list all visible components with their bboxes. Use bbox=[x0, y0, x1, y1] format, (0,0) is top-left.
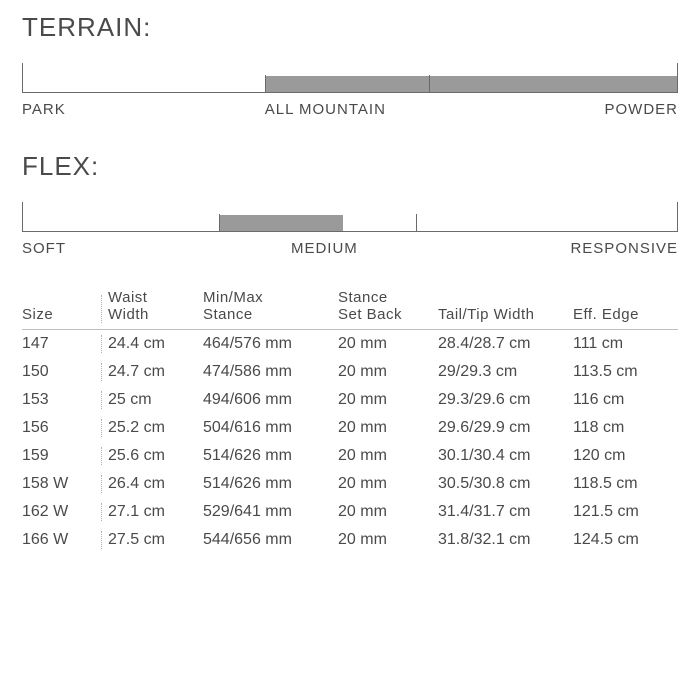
cell-tailtip: 31.4/31.7 cm bbox=[432, 503, 567, 521]
cell-size: 158 W bbox=[22, 475, 102, 493]
cell-setback: 20 mm bbox=[332, 531, 432, 549]
cell-edge: 124.5 cm bbox=[567, 531, 667, 549]
size-table: SizeWaist WidthMin/Max StanceStance Set … bbox=[22, 290, 678, 554]
flex-labels: SOFT MEDIUM RESPONSIVE bbox=[22, 240, 678, 262]
cell-stance: 474/586 mm bbox=[197, 363, 332, 381]
cell-edge: 111 cm bbox=[567, 335, 667, 353]
flex-title: FLEX: bbox=[22, 151, 678, 182]
cell-tailtip: 29/29.3 cm bbox=[432, 363, 567, 381]
cell-waist: 24.4 cm bbox=[102, 335, 197, 353]
flex-section: FLEX: SOFT MEDIUM RESPONSIVE bbox=[22, 151, 678, 262]
column-header-stance: Min/Max Stance bbox=[197, 290, 332, 323]
cell-tailtip: 31.8/32.1 cm bbox=[432, 531, 567, 549]
gauge-tick bbox=[416, 214, 417, 232]
flex-label-left: SOFT bbox=[22, 240, 66, 257]
cell-edge: 116 cm bbox=[567, 391, 667, 409]
cell-edge: 121.5 cm bbox=[567, 503, 667, 521]
gauge-tick bbox=[429, 75, 430, 93]
flex-gauge bbox=[22, 200, 678, 232]
table-row: 158 W26.4 cm514/626 mm20 mm30.5/30.8 cm1… bbox=[22, 470, 678, 498]
cell-setback: 20 mm bbox=[332, 475, 432, 493]
flex-label-mid: MEDIUM bbox=[291, 240, 358, 257]
cell-tailtip: 29.6/29.9 cm bbox=[432, 419, 567, 437]
flex-fill bbox=[219, 215, 344, 231]
terrain-gauge bbox=[22, 61, 678, 93]
flex-label-right: RESPONSIVE bbox=[570, 240, 678, 257]
table-row: 15325 cm494/606 mm20 mm29.3/29.6 cm116 c… bbox=[22, 386, 678, 414]
cell-setback: 20 mm bbox=[332, 363, 432, 381]
cell-stance: 544/656 mm bbox=[197, 531, 332, 549]
cell-stance: 504/616 mm bbox=[197, 419, 332, 437]
table-body: 14724.4 cm464/576 mm20 mm28.4/28.7 cm111… bbox=[22, 330, 678, 554]
flex-baseline bbox=[22, 231, 678, 232]
terrain-title: TERRAIN: bbox=[22, 12, 678, 43]
cell-waist: 25.2 cm bbox=[102, 419, 197, 437]
column-header-tailtip: Tail/Tip Width bbox=[432, 307, 567, 324]
column-header-size: Size bbox=[22, 295, 102, 324]
terrain-fill bbox=[265, 76, 678, 92]
table-row: 166 W27.5 cm544/656 mm20 mm31.8/32.1 cm1… bbox=[22, 526, 678, 554]
cell-waist: 27.1 cm bbox=[102, 503, 197, 521]
terrain-section: TERRAIN: PARK ALL MOUNTAIN POWDER bbox=[22, 12, 678, 123]
terrain-label-left: PARK bbox=[22, 101, 66, 118]
table-row: 162 W27.1 cm529/641 mm20 mm31.4/31.7 cm1… bbox=[22, 498, 678, 526]
table-header-row: SizeWaist WidthMin/Max StanceStance Set … bbox=[22, 290, 678, 330]
gauge-tick bbox=[22, 202, 23, 232]
cell-setback: 20 mm bbox=[332, 419, 432, 437]
table-row: 15024.7 cm474/586 mm20 mm29/29.3 cm113.5… bbox=[22, 358, 678, 386]
terrain-labels: PARK ALL MOUNTAIN POWDER bbox=[22, 101, 678, 123]
gauge-tick bbox=[22, 63, 23, 93]
table-row: 15925.6 cm514/626 mm20 mm30.1/30.4 cm120… bbox=[22, 442, 678, 470]
cell-setback: 20 mm bbox=[332, 447, 432, 465]
gauge-tick bbox=[677, 63, 678, 93]
cell-edge: 120 cm bbox=[567, 447, 667, 465]
cell-size: 156 bbox=[22, 419, 102, 437]
gauge-tick bbox=[677, 202, 678, 232]
cell-setback: 20 mm bbox=[332, 335, 432, 353]
cell-setback: 20 mm bbox=[332, 503, 432, 521]
terrain-baseline bbox=[22, 92, 678, 93]
cell-size: 153 bbox=[22, 391, 102, 409]
cell-stance: 514/626 mm bbox=[197, 447, 332, 465]
cell-waist: 25.6 cm bbox=[102, 447, 197, 465]
cell-size: 159 bbox=[22, 447, 102, 465]
cell-waist: 27.5 cm bbox=[102, 531, 197, 549]
cell-tailtip: 28.4/28.7 cm bbox=[432, 335, 567, 353]
cell-size: 147 bbox=[22, 335, 102, 353]
terrain-label-right: POWDER bbox=[605, 101, 679, 118]
cell-waist: 25 cm bbox=[102, 391, 197, 409]
cell-waist: 26.4 cm bbox=[102, 475, 197, 493]
column-header-edge: Eff. Edge bbox=[567, 307, 667, 324]
cell-size: 162 W bbox=[22, 503, 102, 521]
cell-setback: 20 mm bbox=[332, 391, 432, 409]
cell-stance: 529/641 mm bbox=[197, 503, 332, 521]
cell-tailtip: 29.3/29.6 cm bbox=[432, 391, 567, 409]
gauge-tick bbox=[219, 214, 220, 232]
cell-edge: 118.5 cm bbox=[567, 475, 667, 493]
cell-stance: 494/606 mm bbox=[197, 391, 332, 409]
cell-tailtip: 30.1/30.4 cm bbox=[432, 447, 567, 465]
table-row: 15625.2 cm504/616 mm20 mm29.6/29.9 cm118… bbox=[22, 414, 678, 442]
cell-edge: 113.5 cm bbox=[567, 363, 667, 381]
column-header-setback: Stance Set Back bbox=[332, 290, 432, 323]
column-header-waist: Waist Width bbox=[102, 290, 197, 323]
cell-tailtip: 30.5/30.8 cm bbox=[432, 475, 567, 493]
gauge-tick bbox=[265, 75, 266, 93]
cell-waist: 24.7 cm bbox=[102, 363, 197, 381]
cell-size: 150 bbox=[22, 363, 102, 381]
cell-size: 166 W bbox=[22, 531, 102, 549]
cell-stance: 464/576 mm bbox=[197, 335, 332, 353]
cell-stance: 514/626 mm bbox=[197, 475, 332, 493]
terrain-label-mid: ALL MOUNTAIN bbox=[265, 101, 386, 118]
table-row: 14724.4 cm464/576 mm20 mm28.4/28.7 cm111… bbox=[22, 330, 678, 358]
cell-edge: 118 cm bbox=[567, 419, 667, 437]
